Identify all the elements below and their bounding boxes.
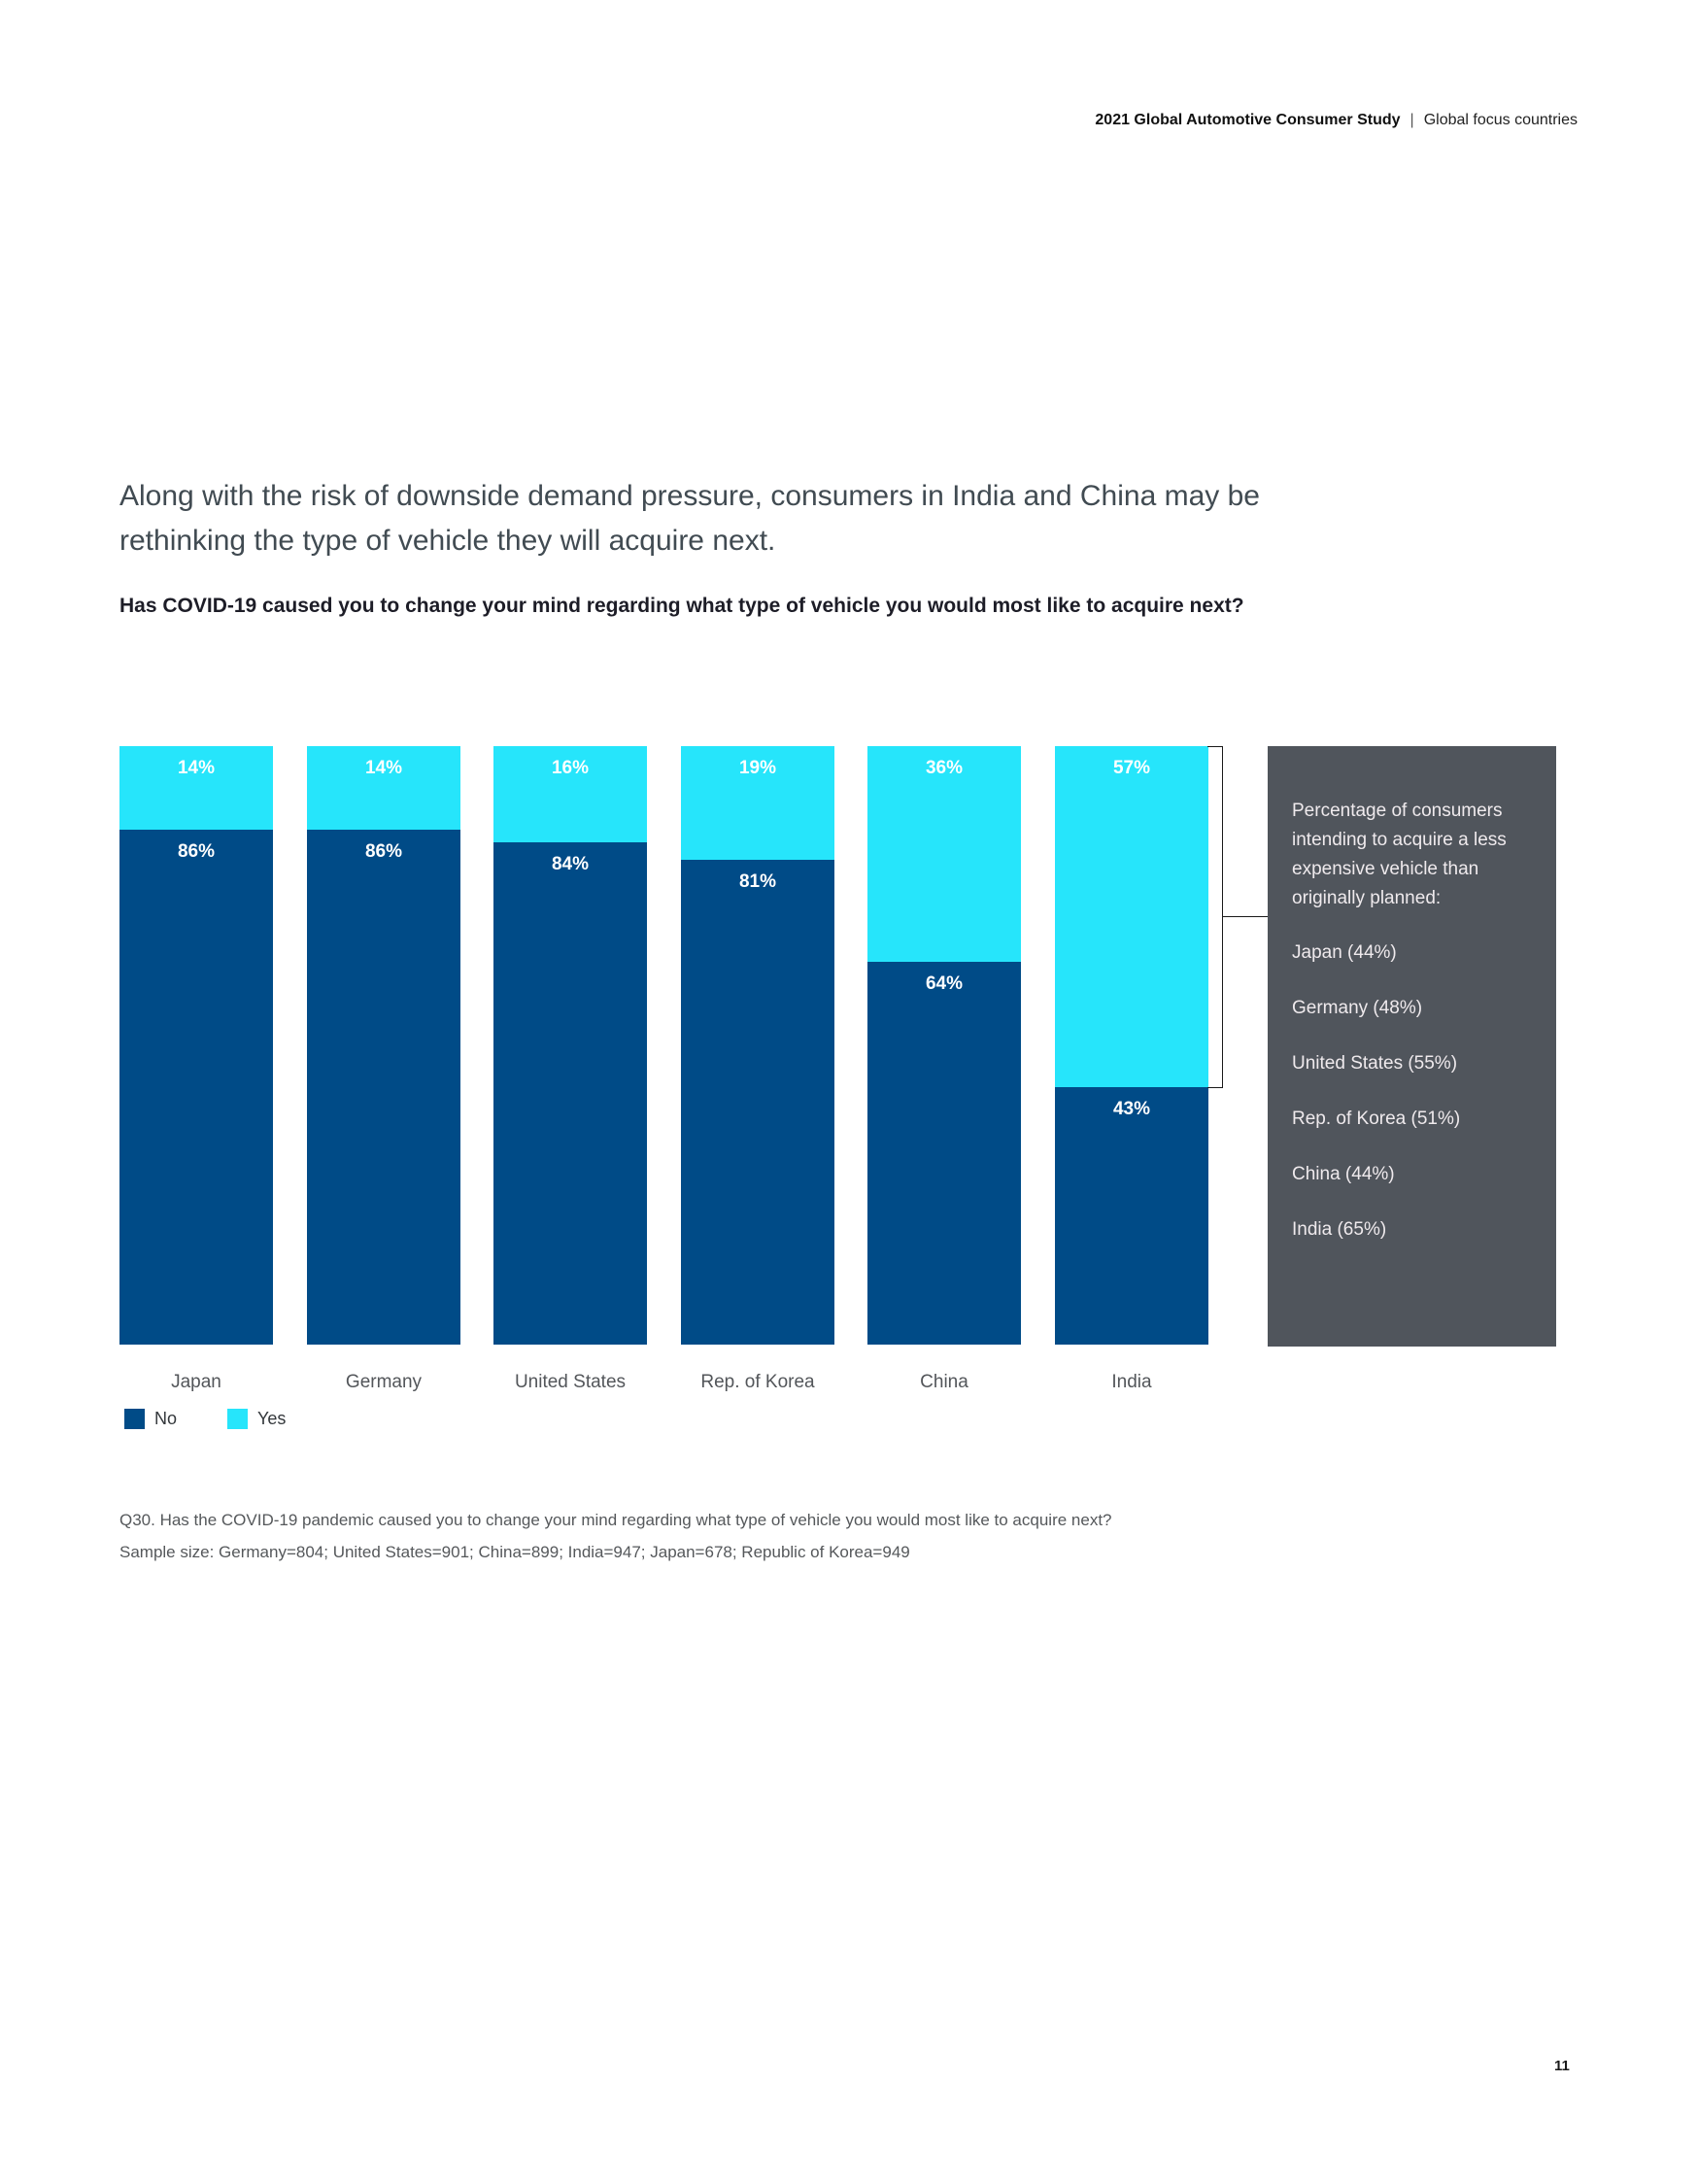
callout-item-rep-of-korea: Rep. of Korea (51%) [1292,1109,1461,1129]
callout-bracket-line [1222,746,1223,1088]
page-heading: Along with the risk of downside demand p… [119,480,1260,557]
chart-legend: No Yes [124,1409,286,1429]
bar-segment-yes-germany: 14% [307,746,460,831]
callout-item-china: China (44%) [1292,1164,1395,1184]
chart-xlabels: Japan Germany United States Rep. of Korea Ch… [0,1372,1698,1401]
legend-item-no: No [124,1409,177,1429]
bar-value-no-rep-of-korea: 81% [738,871,777,893]
bar-value-yes-rep-of-korea: 19% [738,758,777,778]
bar-segment-yes-china: 36% [867,746,1021,962]
bar-united-states: 16% 84% [493,746,647,1345]
xlabel-germany: Germany [345,1372,423,1392]
legend-item-yes: Yes [227,1409,286,1429]
xlabel-china: China [920,1372,968,1392]
legend-label-no: No [154,1409,178,1428]
callout-bracket-tick-bottom [1207,1087,1223,1088]
bar-value-no-japan: 86% [177,841,216,863]
callout-item-india: India (65%) [1292,1219,1387,1240]
callout-intro: Percentage of consumers intending to acq… [1292,801,1507,908]
callout-item-germany: Germany (48%) [1292,998,1423,1018]
bar-value-no-united-states: 84% [551,853,590,874]
callout-list: Japan (44%) Germany (48%) United States (5… [1292,942,1529,1241]
bar-value-no-india: 43% [1112,1099,1151,1120]
footnote-sample-size: Sample size: Germany=804; United States=… [119,1543,910,1561]
page-number: 11 [1554,2058,1570,2074]
bar-segment-yes-india: 57% [1055,746,1208,1088]
bar-value-yes-germany: 14% [364,758,403,778]
callout-item-japan: Japan (44%) [1292,942,1397,963]
chart-area: 14% 86% 14% 86% 16% 84% 19% 81% 36% 64% 57% 43% [0,746,1698,1345]
bar-segment-no-rep-of-korea: 81% [681,860,834,1345]
footnotes: Q30. Has the COVID-19 pandemic caused yo… [119,1504,1479,1568]
bar-value-yes-china: 36% [925,758,964,778]
bar-india: 57% 43% [1055,746,1208,1345]
bar-value-no-china: 64% [925,973,964,994]
legend-label-yes: Yes [257,1409,287,1428]
callout-bracket-connector [1223,916,1268,917]
bar-japan: 14% 86% [119,746,273,1345]
legend-swatch-no [124,1409,145,1429]
bar-segment-yes-united-states: 16% [493,746,647,842]
page-header: 2021 Global Automotive Consumer Study | Gl… [1095,112,1578,129]
chart-question: Has COVID-19 caused you to change your m… [119,595,1244,617]
bar-segment-yes-japan: 14% [119,746,273,831]
legend-swatch-yes [227,1409,249,1429]
header-separator: | [1409,112,1414,128]
bar-segment-yes-rep-of-korea: 19% [681,746,834,861]
xlabel-rep-of-korea: Rep. of Korea [700,1372,815,1392]
xlabel-united-states: United States [514,1372,627,1392]
xlabel-japan: Japan [171,1372,221,1392]
bar-germany: 14% 86% [307,746,460,1345]
callout-box: Percentage of consumers intending to acq… [1268,746,1556,1347]
bar-segment-no-united-states: 84% [493,841,647,1345]
bar-value-yes-india: 57% [1112,758,1151,778]
bar-value-no-germany: 86% [364,841,403,863]
section-title: Global focus countries [1423,112,1578,128]
bar-value-yes-united-states: 16% [551,758,590,778]
bar-value-yes-japan: 14% [177,758,216,778]
bar-segment-no-china: 64% [867,961,1021,1345]
bar-segment-no-india: 43% [1055,1087,1208,1345]
xlabel-india: India [1111,1372,1152,1392]
bar-segment-no-germany: 86% [307,830,460,1345]
bar-segment-no-japan: 86% [119,830,273,1345]
bar-rep-of-korea: 19% 81% [681,746,834,1345]
callout-bracket-tick-top [1207,746,1223,747]
callout-item-united-states: United States (55%) [1292,1053,1458,1074]
bar-china: 36% 64% [867,746,1021,1345]
footnote-question: Q30. Has the COVID-19 pandemic caused yo… [119,1511,1112,1529]
report-title: 2021 Global Automotive Consumer Study [1095,112,1401,128]
